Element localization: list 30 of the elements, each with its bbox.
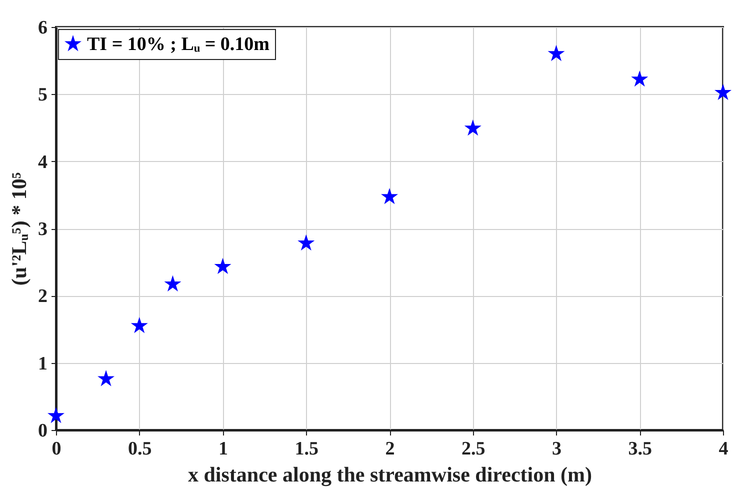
y-tick-label: 2: [38, 286, 48, 308]
point: [214, 258, 232, 274]
point: [464, 119, 482, 136]
x-tick-label: 0.5: [128, 438, 152, 460]
y-axis-title: (u'²Lᵤ⁵) * 10⁵: [7, 172, 31, 286]
x-tick-label: 4: [718, 438, 729, 460]
point: [380, 188, 398, 204]
point: [130, 316, 148, 334]
y-tick-label: 1: [38, 353, 48, 374]
x-axis-title: x distance along the streamwise direction (m): [188, 462, 592, 486]
y-tick-label: 4: [38, 152, 48, 173]
x-tick-label: 1: [218, 438, 228, 460]
legend-label: TI = 10% ; Lᵤ = 0.10m: [87, 34, 270, 55]
point: [98, 370, 115, 386]
point: [714, 84, 732, 100]
x-tick-label: 3: [552, 438, 562, 460]
x-tick-label: 0: [52, 438, 62, 460]
x-tick-label: 1.5: [294, 438, 318, 460]
point: [164, 275, 182, 292]
y-tick-label: 3: [38, 219, 48, 240]
point: [631, 70, 648, 87]
point: [47, 406, 65, 424]
x-tick-label: 3.5: [628, 438, 652, 460]
y-tick-label: 5: [38, 84, 48, 106]
y-tick-label: 6: [38, 18, 48, 38]
y-tick-label: 0: [38, 420, 48, 442]
x-tick-label: 2.5: [462, 438, 486, 460]
point: [548, 44, 565, 62]
x-tick-label: 2: [385, 438, 395, 460]
point: [298, 234, 315, 251]
